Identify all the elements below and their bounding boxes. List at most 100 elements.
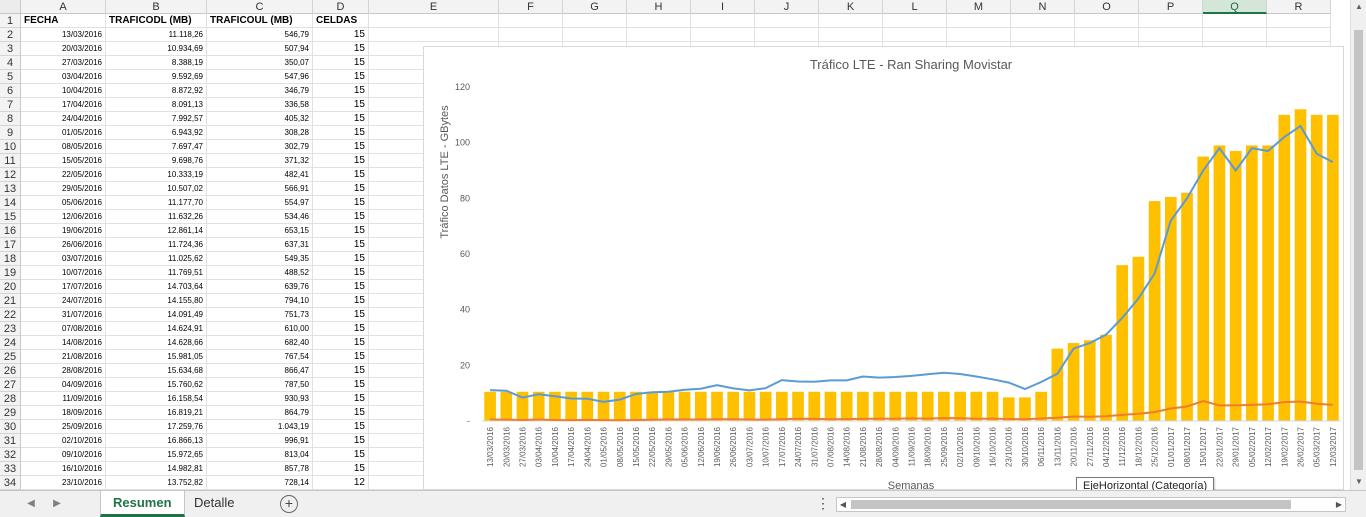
cell[interactable]	[499, 14, 563, 28]
chart-bar[interactable]	[581, 391, 594, 421]
cell[interactable]: 15	[313, 238, 369, 252]
cell[interactable]: 11/09/2016	[21, 392, 106, 406]
chart-bar[interactable]	[954, 391, 966, 421]
cell[interactable]: 11.632,26	[106, 210, 207, 224]
chart-bar[interactable]	[1164, 196, 1177, 421]
chart-bar[interactable]	[694, 391, 707, 421]
cell[interactable]: 15	[313, 126, 369, 140]
cell[interactable]	[1075, 14, 1139, 28]
chart-bar[interactable]	[889, 391, 902, 421]
column-header-f[interactable]: F	[499, 0, 563, 14]
cell[interactable]: 14.982,81	[106, 462, 207, 476]
cell[interactable]	[1203, 28, 1267, 42]
cell[interactable]	[1267, 28, 1331, 42]
cell[interactable]: 09/10/2016	[21, 448, 106, 462]
row-header[interactable]: 16	[0, 224, 21, 238]
cell[interactable]	[883, 28, 947, 42]
cell[interactable]: 930,93	[207, 392, 313, 406]
scroll-left-icon[interactable]: ◀	[839, 500, 847, 509]
cell[interactable]: 15	[313, 28, 369, 42]
row-header[interactable]: 30	[0, 420, 21, 434]
scroll-up-icon[interactable]: ▲	[1355, 2, 1363, 11]
cell[interactable]: 15	[313, 294, 369, 308]
cell[interactable]: 15	[313, 210, 369, 224]
cell[interactable]: 10/07/2016	[21, 266, 106, 280]
cell[interactable]	[1139, 14, 1203, 28]
cell[interactable]	[947, 28, 1011, 42]
chart-bar[interactable]	[1116, 265, 1129, 421]
row-header[interactable]: 22	[0, 308, 21, 322]
chart-bar[interactable]	[1132, 256, 1145, 421]
cell[interactable]: 14/08/2016	[21, 336, 106, 350]
cell[interactable]: 1.043,19	[207, 420, 313, 434]
cell[interactable]: 302,79	[207, 140, 313, 154]
row-header[interactable]: 21	[0, 294, 21, 308]
cell[interactable]: 15	[313, 462, 369, 476]
chart-bar[interactable]	[759, 391, 772, 421]
column-title[interactable]: FECHA	[21, 14, 106, 28]
cell[interactable]: 346,79	[207, 84, 313, 98]
horizontal-scrollbar[interactable]: ◀ ▶	[836, 497, 1346, 512]
cell[interactable]: 15	[313, 322, 369, 336]
cell[interactable]: 15	[313, 448, 369, 462]
next-sheet-icon[interactable]: ▶	[53, 498, 61, 509]
cell[interactable]: 28/08/2016	[21, 364, 106, 378]
column-title[interactable]: TRAFICOUL (MB)	[207, 14, 313, 28]
cell[interactable]: 08/05/2016	[21, 140, 106, 154]
cell[interactable]: 20/03/2016	[21, 42, 106, 56]
cell[interactable]: 29/05/2016	[21, 182, 106, 196]
chart-bar[interactable]	[1310, 114, 1323, 421]
column-header-m[interactable]: M	[947, 0, 1011, 14]
row-header[interactable]: 33	[0, 462, 21, 476]
cell[interactable]	[755, 28, 819, 42]
chart-bar[interactable]	[1327, 114, 1339, 421]
chart-bar[interactable]	[921, 391, 934, 421]
cell[interactable]: 10.333,19	[106, 168, 207, 182]
tab-resumen[interactable]: Resumen	[100, 491, 185, 517]
cell[interactable]: 794,10	[207, 294, 313, 308]
cell[interactable]: 15	[313, 308, 369, 322]
cell[interactable]: 14.703,64	[106, 280, 207, 294]
column-header-j[interactable]: J	[755, 0, 819, 14]
cell[interactable]: 534,46	[207, 210, 313, 224]
cell[interactable]: 13.752,82	[106, 476, 207, 490]
vertical-scrollbar[interactable]: ▲ ▼	[1350, 0, 1366, 490]
chart-bar[interactable]	[565, 391, 577, 421]
column-header-p[interactable]: P	[1139, 0, 1203, 14]
column-header-d[interactable]: D	[313, 0, 369, 14]
chart-bar[interactable]	[1002, 397, 1015, 421]
cell[interactable]: 15	[313, 224, 369, 238]
chart-bar[interactable]	[840, 391, 853, 421]
cell[interactable]: 24/07/2016	[21, 294, 106, 308]
cell[interactable]: 308,28	[207, 126, 313, 140]
select-all-corner[interactable]	[0, 0, 21, 14]
cell[interactable]: 546,79	[207, 28, 313, 42]
cell[interactable]: 350,07	[207, 56, 313, 70]
scroll-right-icon[interactable]: ▶	[1335, 500, 1343, 509]
cell[interactable]: 15	[313, 392, 369, 406]
column-header-o[interactable]: O	[1075, 0, 1139, 14]
cell[interactable]: 751,73	[207, 308, 313, 322]
column-header-r[interactable]: R	[1267, 0, 1331, 14]
cell[interactable]: 07/08/2016	[21, 322, 106, 336]
cell[interactable]: 16.866,13	[106, 434, 207, 448]
cell[interactable]	[691, 14, 755, 28]
cell[interactable]: 857,78	[207, 462, 313, 476]
row-header[interactable]: 6	[0, 84, 21, 98]
series-line-ul[interactable]	[490, 399, 1333, 422]
cell[interactable]	[1267, 14, 1331, 28]
chart-bar[interactable]	[1100, 334, 1112, 421]
cell[interactable]: 371,32	[207, 154, 313, 168]
cell[interactable]: 653,15	[207, 224, 313, 238]
chart-bar[interactable]	[1181, 192, 1193, 421]
cell[interactable]: 15	[313, 168, 369, 182]
row-header[interactable]: 7	[0, 98, 21, 112]
scroll-down-icon[interactable]: ▼	[1355, 477, 1363, 486]
cell[interactable]: 682,40	[207, 336, 313, 350]
cell[interactable]	[1203, 14, 1267, 28]
cell[interactable]: 04/09/2016	[21, 378, 106, 392]
cell[interactable]: 19/06/2016	[21, 224, 106, 238]
row-header[interactable]: 29	[0, 406, 21, 420]
chart-bar[interactable]	[938, 391, 950, 421]
cell[interactable]	[947, 14, 1011, 28]
